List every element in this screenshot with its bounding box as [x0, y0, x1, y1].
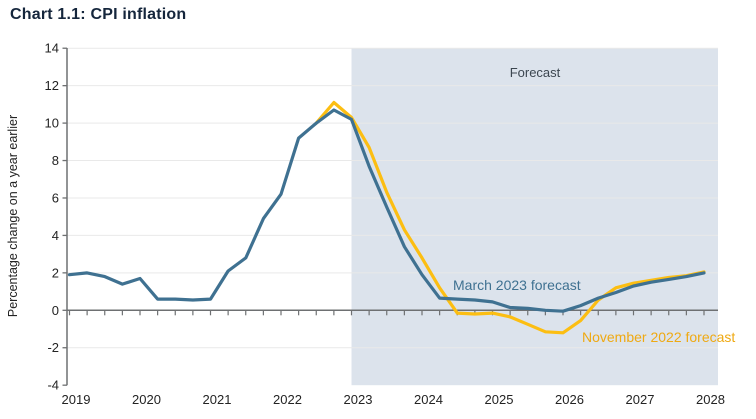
y-tick-label: -4 [47, 378, 59, 393]
y-tick-label: 0 [52, 303, 59, 318]
line-november-2022-forecast [314, 100, 706, 335]
line-march-2023-forecast [67, 108, 706, 313]
y-tick-label: 12 [45, 78, 59, 93]
y-tick-label: 8 [52, 153, 59, 168]
x-tick-label: 2025 [485, 392, 514, 407]
x-tick-label: 2019 [62, 392, 91, 407]
forecast-region-label: Forecast [510, 65, 561, 80]
x-tick-label: 2026 [555, 392, 584, 407]
x-tick-label: 2021 [203, 392, 232, 407]
x-tick-label: 2022 [273, 392, 302, 407]
x-tick-label: 2020 [132, 392, 161, 407]
y-tick-label: 4 [52, 228, 59, 243]
x-tick-label: 2023 [344, 392, 373, 407]
y-tick-label: 10 [45, 116, 59, 131]
y-tick-label: 6 [52, 190, 59, 205]
y-tick-label: -2 [47, 340, 59, 355]
x-tick-label: 2024 [414, 392, 443, 407]
x-tick-label: 2027 [626, 392, 655, 407]
series-label-november-2022-forecast: November 2022 forecast [582, 329, 735, 345]
y-tick-label: 2 [52, 265, 59, 280]
series-label-march-2023-forecast: March 2023 forecast [453, 277, 581, 293]
x-tick-label: 2028 [696, 392, 725, 407]
y-tick-label: 14 [45, 41, 59, 56]
y-axis-label: Percentage change on a year earlier [6, 115, 20, 317]
chart-title: Chart 1.1: CPI inflation [10, 6, 187, 23]
